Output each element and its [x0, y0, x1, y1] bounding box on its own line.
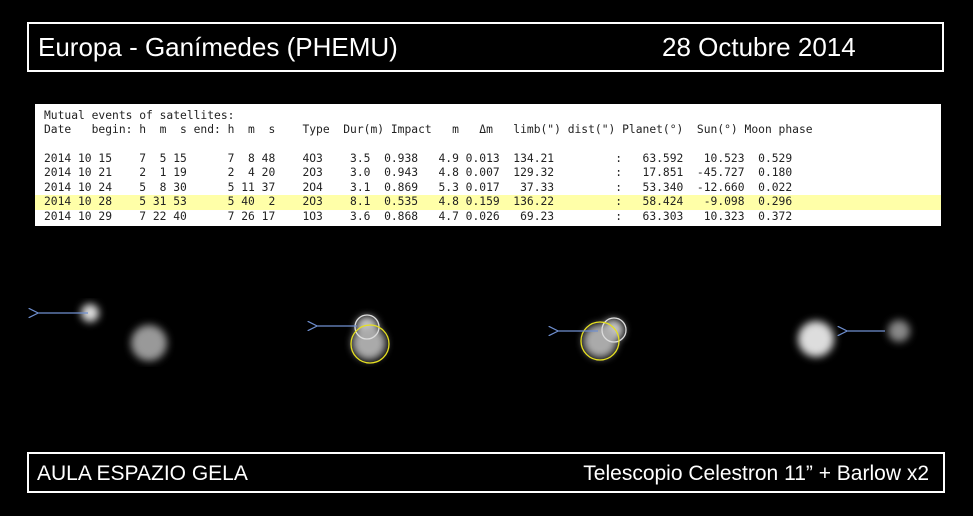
footer-right: Telescopio Celestron 11” + Barlow x2: [583, 462, 929, 485]
date: 28 Octubre 2014: [662, 32, 856, 62]
caption: Mutual events of satellites:: [44, 109, 235, 122]
table-row: 2014 10 24 5 8 30 5 11 37 2O4 3.1 0.869 …: [44, 180, 793, 194]
column-header: Date begin: h m s end: h m s Type Dur(m)…: [44, 123, 813, 136]
highlight: [35, 195, 941, 210]
table-row: 2014 10 21 2 1 19 2 4 20 2O3 3.0 0.943 4…: [44, 166, 793, 180]
footer-box: AULA ESPAZIO GELA Telescopio Celestron 1…: [27, 452, 945, 493]
title: Europa - Ganímedes (PHEMU): [38, 32, 398, 62]
footer-left: AULA ESPAZIO GELA: [37, 462, 248, 485]
table-row: 2014 10 15 7 5 15 7 8 48 4O3 3.5 0.938 4…: [44, 152, 793, 165]
events-table: Mutual events of satellites: Date begin:…: [35, 104, 941, 226]
table-row: 2014 10 28 5 31 53 5 40 2 2O3 8.1 0.535 …: [44, 195, 793, 209]
title-box: Europa - Ganímedes (PHEMU) 28 Octubre 20…: [27, 22, 944, 72]
table-row: 2014 10 29 7 22 40 7 26 17 1O3 3.6 0.868…: [44, 209, 793, 223]
